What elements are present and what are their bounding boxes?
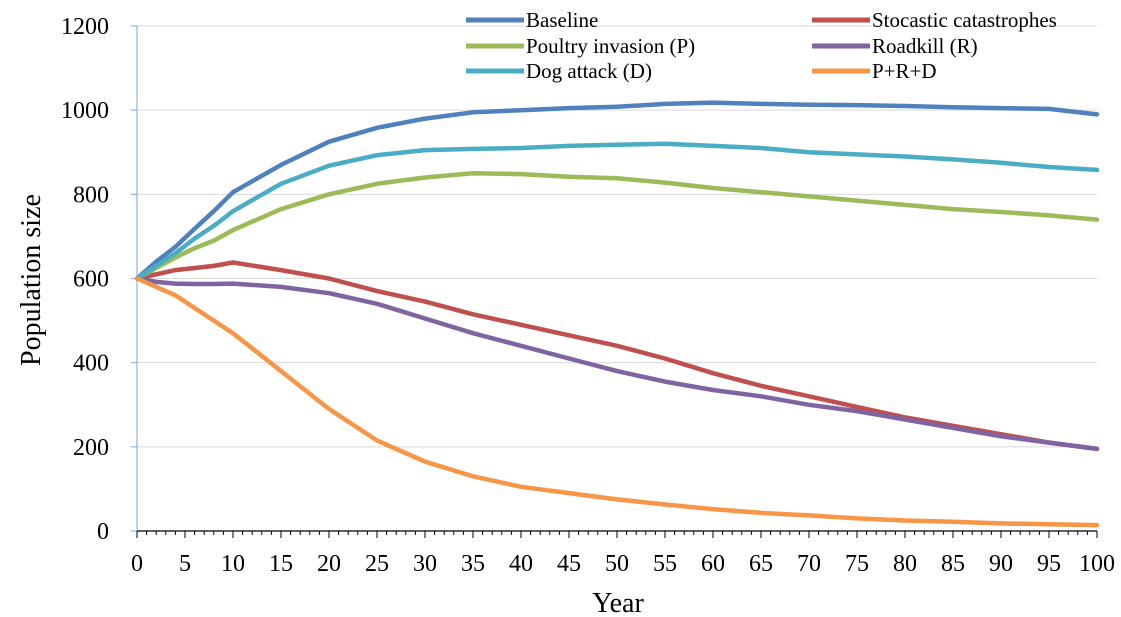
x-tick-label: 5: [179, 551, 191, 577]
y-tick-labels: 0 200 400 600 800 1000 1200: [61, 14, 109, 545]
x-tick-label: 0: [131, 551, 143, 577]
x-tick-label: 85: [941, 551, 965, 577]
legend-label: Roadkill (R): [872, 34, 978, 58]
legend-label: Baseline: [526, 8, 598, 32]
series-line: [134, 260, 1100, 452]
x-tick-label: 95: [1037, 551, 1061, 577]
series-line: [134, 100, 1100, 281]
x-tick-label: 75: [845, 551, 869, 577]
series-line: [134, 141, 1100, 281]
y-tick-label: 1200: [61, 14, 109, 40]
axes: [131, 25, 1098, 538]
x-tick-label: 20: [317, 551, 341, 577]
x-tick-label: 30: [413, 551, 437, 577]
x-tick-label: 90: [989, 551, 1013, 577]
y-tick-label: 200: [73, 435, 109, 461]
x-tick-label: 15: [269, 551, 293, 577]
x-tick-label: 55: [653, 551, 677, 577]
x-tick-label: 60: [701, 551, 725, 577]
x-tick-label: 10: [221, 551, 245, 577]
gridlines: [137, 25, 1097, 448]
x-tick-label: 45: [557, 551, 581, 577]
y-tick-label: 600: [73, 267, 109, 293]
x-tick-label: 70: [797, 551, 821, 577]
legend-label: Stocastic catastrophes: [872, 8, 1057, 32]
x-tick-label: 100: [1079, 551, 1115, 577]
y-tick-label: 0: [97, 519, 109, 545]
y-tick-label: 1000: [61, 98, 109, 124]
x-axis-title: Year: [592, 588, 644, 617]
legend-label: P+R+D: [872, 59, 937, 83]
x-tick-label: 50: [605, 551, 629, 577]
x-tick-label: 25: [365, 551, 389, 577]
y-tick-label: 400: [73, 351, 109, 377]
y-tick-label: 800: [73, 182, 109, 208]
x-tick-label: 35: [461, 551, 485, 577]
legend-label: Dog attack (D): [526, 59, 652, 83]
legend-label: Poultry invasion (P): [526, 34, 695, 58]
legend: Baseline Stocastic catastrophes Poultry in…: [466, 8, 1057, 83]
series-lines: [134, 100, 1100, 528]
series-line: [134, 171, 1100, 281]
y-axis-title: Population size: [16, 194, 47, 366]
x-tick-label: 40: [509, 551, 533, 577]
x-tick-label: 80: [893, 551, 917, 577]
series-line: [134, 276, 1100, 452]
series-line: [134, 276, 1100, 528]
x-tick-label: 65: [749, 551, 773, 577]
x-tick-labels: 0 5 10 15 20 25 30 35 40 45 50 55 60 65 70 75 80 85 90 95 10…: [131, 551, 1115, 577]
